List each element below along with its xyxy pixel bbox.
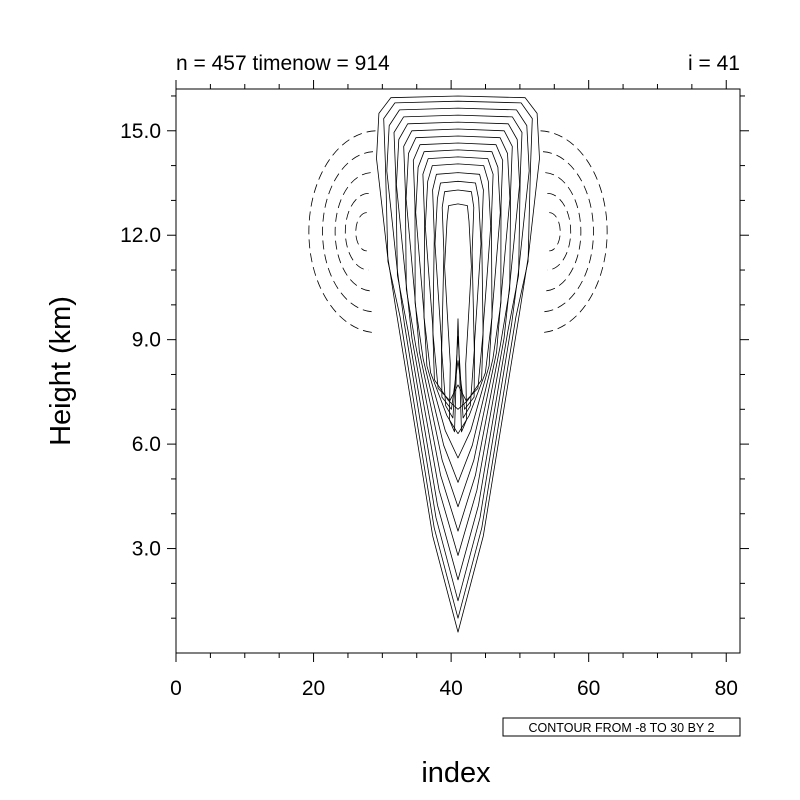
y-tick-label: 12.0 [120, 224, 161, 247]
negative-contour [549, 212, 561, 252]
negative-contour [542, 151, 594, 313]
positive-contour [393, 114, 523, 581]
positive-contour [432, 172, 484, 401]
negative-contour [344, 193, 369, 271]
x-tick-label: 80 [715, 677, 738, 700]
x-tick-label: 60 [577, 677, 600, 700]
y-tick-label: 15.0 [120, 120, 161, 143]
negative-contour [308, 130, 376, 334]
positive-contour [383, 100, 533, 619]
negative-contour [322, 151, 374, 313]
y-axis-label: Height (km) [45, 296, 77, 446]
negative-contour [547, 193, 572, 271]
positive-contour [403, 128, 513, 532]
title-left: n = 457 timenow = 914 [176, 52, 390, 75]
y-tick-label: 9.0 [132, 329, 161, 352]
positive-contour [441, 189, 475, 419]
title-right: i = 41 [688, 52, 740, 75]
y-tick-label: 3.0 [132, 538, 161, 561]
positive-contour [376, 95, 540, 633]
negative-contour [334, 172, 371, 292]
positive-contour [412, 142, 504, 483]
contour-lines [308, 95, 608, 633]
y-tick-label: 6.0 [132, 433, 161, 456]
plot-frame [175, 88, 741, 654]
negative-contour [540, 130, 608, 334]
negative-contour [545, 172, 582, 292]
positive-contour [444, 203, 472, 433]
positive-contour [424, 163, 492, 410]
positive-contour [386, 107, 530, 602]
positive-contour [405, 135, 511, 508]
x-axis-label: index [421, 757, 491, 789]
x-tick-label: 40 [439, 677, 462, 700]
positive-contour [415, 149, 501, 459]
positive-contour [434, 180, 482, 410]
positive-contour [396, 121, 520, 556]
contour-info-label: CONTOUR FROM -8 TO 30 BY 2 [529, 721, 715, 735]
contour-info-box: CONTOUR FROM -8 TO 30 BY 2 [502, 717, 741, 737]
axis-ticks: 0 20 40 60 80 3.0 6.0 9.0 12.0 15.0 [120, 80, 749, 700]
x-tick-label: 0 [170, 677, 182, 700]
negative-contour [355, 212, 367, 252]
positive-contour [422, 156, 494, 435]
x-tick-label: 20 [302, 677, 325, 700]
